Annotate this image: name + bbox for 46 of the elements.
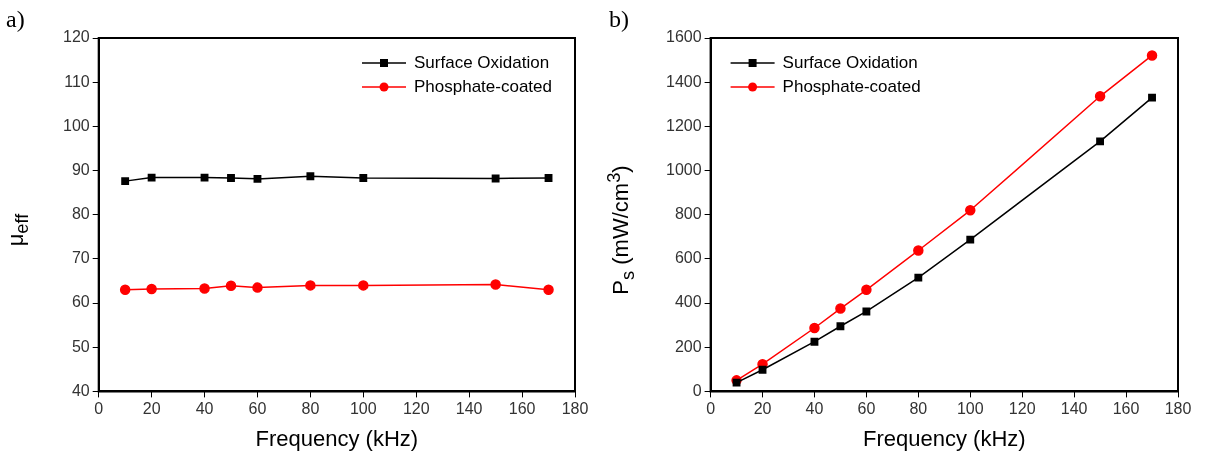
x-tick-label: 180 (561, 400, 589, 418)
y-tick-label: 400 (674, 293, 702, 311)
x-tick-label: 160 (1112, 400, 1140, 418)
text: a) (6, 6, 25, 33)
legend-label: Surface Oxidation (414, 52, 550, 72)
x-tick-label: 20 (753, 400, 772, 418)
x-tick-label: 120 (402, 400, 430, 418)
legend-label: Phosphate-coated (414, 76, 553, 96)
y-tick-label: 1200 (666, 116, 702, 134)
x-tick-label: 40 (195, 400, 214, 418)
x-tick-label: 160 (508, 400, 536, 418)
y-tick-label: 80 (71, 205, 90, 223)
x-tick-label: 80 (909, 400, 928, 418)
x-tick-label: 180 (1164, 400, 1192, 418)
y-tick-label: 50 (71, 337, 90, 355)
legend-label: Phosphate-coated (782, 76, 921, 96)
y-tick-label: 200 (674, 337, 702, 355)
x-axis-title: Frequency (kHz) (255, 425, 419, 451)
y-tick-label: 120 (62, 28, 90, 46)
y-tick-label: 110 (64, 72, 90, 90)
y-tick-label: 1600 (666, 28, 702, 46)
y-tick-label: 600 (674, 249, 702, 267)
text: b) (609, 6, 629, 33)
y-tick-label: 100 (62, 116, 90, 134)
x-tick-label: 80 (301, 400, 320, 418)
x-tick-label: 140 (1060, 400, 1088, 418)
y-tick-label: 70 (71, 249, 90, 267)
x-tick-label: 140 (455, 400, 483, 418)
y-tick-label: 1400 (666, 72, 702, 90)
y-tick-label: 40 (71, 381, 90, 399)
y-tick-label: 800 (674, 205, 702, 223)
x-tick-label: 20 (142, 400, 161, 418)
y-tick-label: 1000 (666, 160, 702, 178)
y-tick-label: 90 (71, 160, 90, 178)
legend-label: Surface Oxidation (782, 52, 918, 72)
x-tick-label: 120 (1008, 400, 1036, 418)
y-tick-label: 60 (71, 293, 90, 311)
x-tick-label: 0 (94, 400, 104, 418)
x-axis-title: Frequency (kHz) (863, 425, 1026, 451)
y-tick-label: 0 (692, 381, 702, 399)
x-tick-label: 0 (706, 400, 716, 418)
x-tick-label: 100 (956, 400, 984, 418)
x-tick-label: 40 (805, 400, 824, 418)
x-tick-label: 60 (857, 400, 876, 418)
x-tick-label: 100 (349, 400, 377, 418)
x-tick-label: 60 (248, 400, 267, 418)
